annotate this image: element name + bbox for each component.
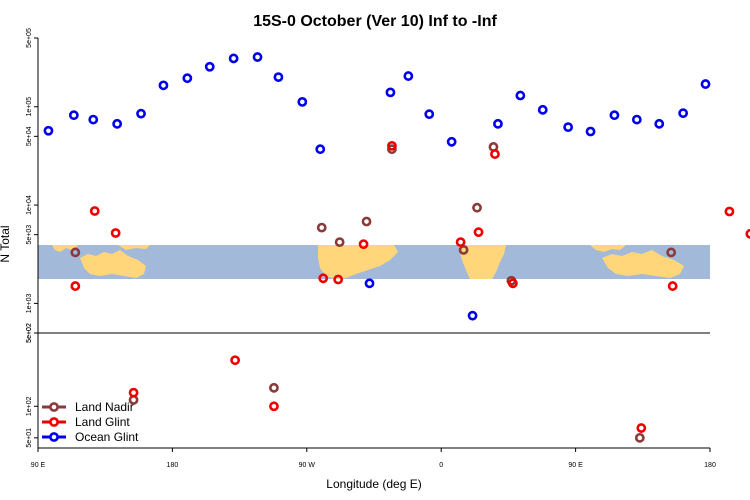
point-ocean-glint [678, 108, 689, 119]
point-ocean-glint [467, 310, 478, 321]
point-land-glint [455, 237, 466, 248]
point-land-glint [333, 274, 344, 285]
point-land-nadir [70, 247, 81, 258]
point-land-nadir [361, 216, 372, 227]
point-ocean-glint [43, 125, 54, 136]
point-ocean-glint [446, 136, 457, 147]
y-tick-label: 5e+02 [26, 323, 33, 343]
point-land-glint [318, 273, 329, 284]
point-ocean-glint [700, 79, 711, 89]
land-maritime-right [590, 245, 626, 252]
y-tick-label: 5e+01 [26, 428, 33, 448]
data-points [43, 52, 750, 443]
point-ocean-glint [182, 73, 193, 84]
x-tick-label: 90 W [299, 462, 316, 469]
point-ocean-glint [158, 80, 169, 91]
chart-title: 15S-0 October (Ver 10) Inf to -Inf [253, 13, 497, 30]
point-land-glint [387, 140, 397, 151]
x-tick-label: 180 [704, 462, 716, 469]
point-ocean-glint [403, 71, 414, 81]
point-ocean-glint [563, 122, 574, 133]
point-ocean-glint [385, 87, 396, 98]
land-africa [458, 245, 506, 279]
point-land-glint [70, 281, 81, 291]
point-land-glint [490, 149, 500, 159]
point-land-glint [636, 423, 647, 433]
y-tick-label: 5e+03 [26, 225, 33, 245]
point-ocean-glint [493, 118, 503, 129]
point-land-nadir [666, 247, 677, 258]
point-land-nadir [334, 237, 345, 248]
point-ocean-glint [228, 53, 239, 64]
y-tick-label: 5e+05 [26, 28, 33, 48]
y-tick-label: 1e+05 [26, 97, 33, 117]
legend-label-land-nadir: Land Nadir [75, 400, 134, 414]
x-axis-title: Longitude (deg E) [326, 477, 421, 491]
point-land-glint [269, 401, 279, 412]
point-ocean-glint [136, 108, 146, 119]
point-land-glint [110, 228, 121, 238]
x-tick-label: 90 E [568, 462, 583, 469]
point-land-glint [507, 278, 518, 289]
point-land-glint [89, 206, 100, 216]
y-tick-label: 1e+02 [26, 396, 33, 416]
point-land-glint [745, 228, 750, 239]
point-land-glint [724, 206, 735, 217]
x-tick-label: 90 E [31, 462, 46, 469]
point-ocean-glint [204, 61, 215, 72]
world-map-strip [38, 245, 710, 279]
land-australia-left [80, 250, 146, 278]
point-ocean-glint [315, 144, 326, 155]
point-ocean-glint [68, 110, 79, 121]
y-tick-label: 1e+04 [26, 195, 33, 215]
point-ocean-glint [654, 118, 665, 129]
point-land-nadir [387, 144, 397, 155]
land-islands-left [118, 245, 150, 250]
legend-swatch-marker-land-nadir [49, 402, 59, 412]
point-land-nadir [472, 202, 482, 213]
point-ocean-glint [515, 90, 526, 101]
point-ocean-glint [585, 126, 596, 137]
y-axis-title: N Total [0, 225, 12, 262]
y-tick-label: 1e+03 [26, 293, 33, 313]
point-ocean-glint [537, 104, 548, 115]
legend-swatch-marker-land-glint [49, 417, 59, 427]
y-tick-label: 5e+04 [26, 126, 33, 146]
y-tick-label: 5e+02 [26, 323, 33, 343]
legend-swatch-marker-ocean-glint [49, 432, 59, 442]
point-land-nadir [316, 222, 327, 233]
land-australia-right [602, 250, 684, 278]
x-tick-label: 180 [167, 462, 179, 469]
point-land-glint [358, 239, 369, 250]
point-ocean-glint [424, 109, 435, 120]
point-ocean-glint [88, 114, 99, 125]
legend-label-ocean-glint: Ocean Glint [75, 430, 139, 444]
x-tick-label: 0 [439, 462, 443, 469]
point-land-nadir [458, 244, 469, 255]
point-ocean-glint [252, 52, 263, 62]
point-land-glint [128, 387, 139, 398]
land-maritime-left [52, 245, 78, 252]
point-land-nadir [269, 382, 279, 393]
point-land-glint [473, 227, 484, 238]
land-south-america [318, 245, 398, 279]
point-land-glint [230, 355, 241, 366]
y-axis-ticks: 5e+02 1e+03 5e+03 1e+04 5e+04 1e+05 5e+05 5e+01… [26, 28, 38, 448]
map-land [52, 245, 684, 279]
point-ocean-glint [364, 278, 375, 289]
legend-label-land-glint: Land Glint [75, 415, 130, 429]
point-land-nadir [634, 432, 645, 443]
x-axis-ticks: 90 E 180 90 W 0 90 E 180 [31, 448, 716, 469]
point-ocean-glint [112, 118, 123, 129]
point-ocean-glint [631, 114, 642, 125]
plot-frame [37, 38, 710, 449]
point-ocean-glint [273, 72, 284, 83]
point-ocean-glint [297, 96, 308, 107]
point-land-glint [667, 281, 678, 291]
point-ocean-glint [609, 110, 620, 121]
